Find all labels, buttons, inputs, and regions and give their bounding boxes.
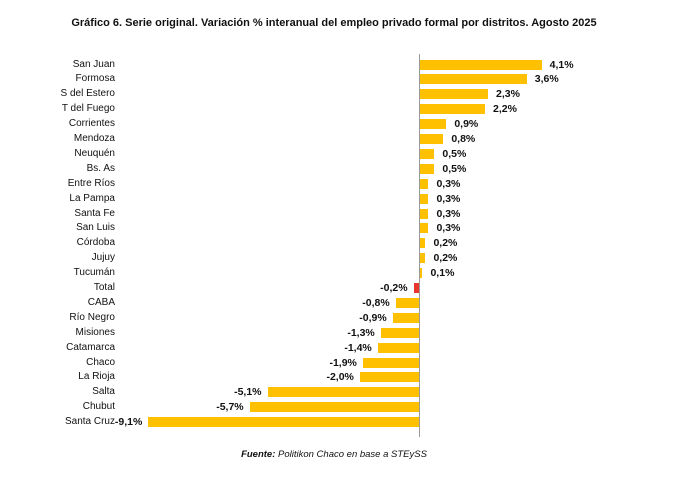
bar xyxy=(419,223,429,234)
category-label: CABA xyxy=(87,296,115,308)
value-label: -1,4% xyxy=(344,341,372,354)
value-label: 2,3% xyxy=(496,88,520,101)
bar-total-highlight xyxy=(413,283,420,293)
category-label: Misiones xyxy=(75,326,115,338)
source-label: Fuente: xyxy=(241,449,276,460)
chart-title: Gráfico 6. Serie original. Variación % i… xyxy=(71,17,597,29)
value-label: -5,7% xyxy=(216,401,244,414)
category-label: Santa Fe xyxy=(74,207,115,219)
source-note: Fuente: Politikon Chaco en base a STEySS xyxy=(0,449,668,460)
category-label: Corrientes xyxy=(68,118,115,130)
category-label: Formosa xyxy=(75,73,115,85)
category-label: Mendoza xyxy=(73,133,115,144)
value-label: 0,1% xyxy=(430,267,455,280)
category-label: Jujuy xyxy=(91,252,115,264)
bar xyxy=(392,312,420,323)
value-label: -5,1% xyxy=(234,386,262,399)
bar xyxy=(148,417,420,428)
bar xyxy=(419,74,527,85)
category-label: Catamarca xyxy=(66,341,115,353)
category-label: Chubut xyxy=(82,401,115,413)
category-label: San Juan xyxy=(72,58,115,70)
value-label: 0,5% xyxy=(442,147,467,160)
value-label: -1,9% xyxy=(329,356,357,369)
category-label: S del Estero xyxy=(60,88,115,100)
value-label: -0,9% xyxy=(359,311,387,324)
category-label: Río Negro xyxy=(69,311,115,323)
value-label: 0,2% xyxy=(433,252,458,265)
category-label: La Pampa xyxy=(69,192,115,204)
category-label: Bs. As xyxy=(86,162,115,174)
bar xyxy=(380,327,420,338)
bar xyxy=(419,89,489,100)
category-label: Neuquén xyxy=(74,147,115,159)
bar xyxy=(362,357,420,368)
value-label: 0,3% xyxy=(436,207,461,220)
bar xyxy=(419,193,429,204)
category-label: La Rioja xyxy=(78,371,115,383)
bar xyxy=(419,178,429,189)
value-label: 4,1% xyxy=(549,58,574,71)
bar xyxy=(395,297,420,308)
category-label: Tucumán xyxy=(73,267,115,279)
bar xyxy=(419,148,435,159)
category-label: Chaco xyxy=(86,356,115,368)
value-label: 0,2% xyxy=(433,237,458,250)
bar xyxy=(419,134,444,144)
bar xyxy=(419,163,435,174)
zero-axis-line xyxy=(418,54,421,437)
bar xyxy=(419,238,426,249)
value-label: 0,8% xyxy=(451,133,476,145)
value-label: -9,1% xyxy=(114,416,143,429)
value-label: -2,0% xyxy=(326,371,354,384)
bar xyxy=(419,268,423,279)
category-label: Total xyxy=(93,282,115,293)
bar xyxy=(419,104,486,115)
category-label: Santa Cruz xyxy=(64,416,115,428)
value-label: 0,5% xyxy=(442,162,467,175)
category-label: T del Fuego xyxy=(61,103,115,115)
bar xyxy=(419,208,429,219)
category-label: San Luis xyxy=(76,222,115,234)
value-label: 3,6% xyxy=(534,73,559,86)
value-label: 0,3% xyxy=(436,177,461,190)
category-label: Córdoba xyxy=(76,237,115,249)
value-label: 0,9% xyxy=(454,118,479,131)
category-label: Salta xyxy=(92,386,115,398)
source-text: Politikon Chaco en base a STEySS xyxy=(275,449,427,460)
value-label: -1,3% xyxy=(347,326,375,339)
category-label: Entre Ríos xyxy=(67,177,115,189)
bar xyxy=(359,372,420,383)
value-label: 0,3% xyxy=(436,192,461,205)
bar xyxy=(377,342,420,353)
bar xyxy=(419,119,447,130)
bar xyxy=(419,59,542,70)
value-label: 0,3% xyxy=(436,222,461,235)
bar xyxy=(419,253,426,264)
value-label: -0,2% xyxy=(380,282,408,294)
bar xyxy=(267,387,420,398)
bar xyxy=(249,402,420,413)
value-label: 2,2% xyxy=(493,103,517,116)
value-label: -0,8% xyxy=(362,296,390,309)
